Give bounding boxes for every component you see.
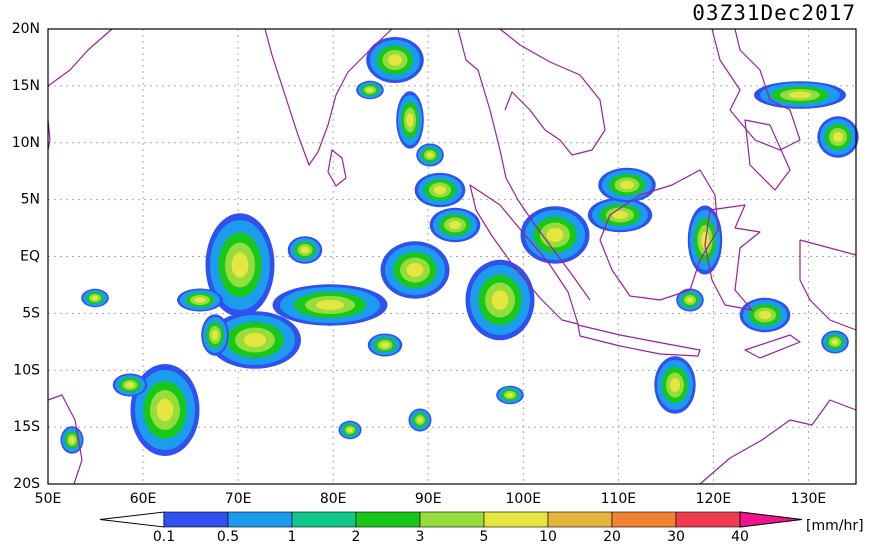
rain-cell	[243, 333, 267, 347]
lon-label: 70E	[225, 491, 252, 507]
colorbar-label: 0.1	[153, 529, 175, 544]
rain-cell	[546, 228, 564, 242]
rain-cell	[491, 290, 509, 310]
colorbar-swatch	[611, 511, 677, 528]
rain-cell	[406, 113, 414, 127]
coastline	[711, 28, 801, 151]
map-title: 03Z31Dec2017	[692, 1, 856, 25]
rain-cell	[788, 91, 812, 99]
coastline	[47, 119, 51, 151]
rain-cell	[380, 342, 390, 348]
rain-cell	[91, 295, 99, 301]
rain-cell	[417, 417, 423, 423]
rain-cell	[426, 152, 434, 158]
precipitation	[60, 37, 859, 456]
rain-cell	[506, 392, 514, 398]
lon-label: 80E	[320, 491, 347, 507]
rain-cell	[316, 299, 344, 311]
coastline	[744, 334, 801, 359]
coastline	[577, 324, 701, 357]
rain-cell	[433, 185, 447, 195]
rain-cell	[612, 210, 628, 220]
lon-label: 100E	[506, 491, 542, 507]
rain-cell	[406, 263, 424, 277]
colorbar: 0.1 0.5 1 2 3 5 10 20 30 40	[99, 511, 803, 544]
lat-label: EQ	[20, 249, 40, 265]
rain-cell	[620, 180, 634, 190]
coastline	[799, 239, 857, 331]
coastline	[744, 119, 791, 191]
rain-cell	[125, 382, 135, 388]
lon-label: 130E	[791, 491, 827, 507]
lat-label: 15N	[12, 78, 40, 94]
rain-cell	[300, 246, 310, 254]
rain-cell	[231, 252, 249, 278]
coastline	[47, 394, 83, 485]
rain-cell	[832, 131, 844, 143]
rain-cell	[448, 220, 462, 230]
colorbar-label: 3	[416, 529, 425, 544]
lon-label: 50E	[35, 491, 62, 507]
rain-cell	[69, 436, 75, 444]
colorbar-arrow	[99, 511, 165, 528]
lat-label: 5N	[21, 192, 40, 208]
coastline	[499, 28, 606, 156]
colorbar-label: 20	[603, 529, 621, 544]
colorbar-label: 2	[352, 529, 361, 544]
coastline	[699, 399, 857, 485]
colorbar-swatch	[675, 511, 741, 528]
colorbar-swatch	[355, 511, 421, 528]
lat-label: 10N	[12, 135, 40, 151]
rain-cell	[831, 339, 839, 345]
lon-label: 90E	[415, 491, 442, 507]
grid	[48, 29, 856, 484]
coastline	[457, 28, 591, 301]
rain-cell	[156, 398, 174, 422]
lon-label: 60E	[130, 491, 157, 507]
coastline	[469, 184, 579, 325]
coastline	[327, 149, 347, 187]
lat-label: 10S	[13, 362, 40, 378]
colorbar-arrow	[739, 511, 803, 528]
colorbar-label: 5	[480, 529, 489, 544]
rain-cell	[347, 427, 353, 433]
lat-label: 20S	[13, 476, 40, 492]
rain-cell	[388, 54, 402, 66]
colorbar-swatch	[163, 511, 229, 528]
coastline	[599, 169, 719, 301]
lon-label: 110E	[601, 491, 637, 507]
colorbar-label: 40	[731, 529, 749, 544]
rain-cell	[211, 329, 219, 341]
rain-cell	[686, 297, 694, 303]
colorbar-label: 10	[539, 529, 557, 544]
rain-cell	[366, 87, 374, 93]
lat-label: 20N	[12, 21, 40, 37]
colorbar-label: 0.5	[217, 529, 239, 544]
colorbar-unit: [mm/hr]	[806, 518, 864, 534]
colorbar-swatch	[291, 511, 357, 528]
coastline	[47, 28, 113, 87]
map-frame	[47, 28, 857, 485]
rain-cell	[758, 310, 772, 320]
rain-cell	[669, 378, 681, 392]
lat-label: 5S	[22, 305, 40, 321]
coastline	[264, 28, 393, 166]
rain-cell	[700, 231, 710, 249]
colorbar-label: 30	[667, 529, 685, 544]
colorbar-swatch	[227, 511, 293, 528]
colorbar-swatch	[483, 511, 549, 528]
lat-label: 15S	[13, 419, 40, 435]
coastlines	[47, 28, 857, 485]
colorbar-swatch	[419, 511, 485, 528]
colorbar-label: 1	[288, 529, 297, 544]
lon-label: 120E	[696, 491, 732, 507]
coastline	[704, 204, 761, 311]
colorbar-swatch	[547, 511, 613, 528]
rain-cell	[194, 297, 206, 303]
